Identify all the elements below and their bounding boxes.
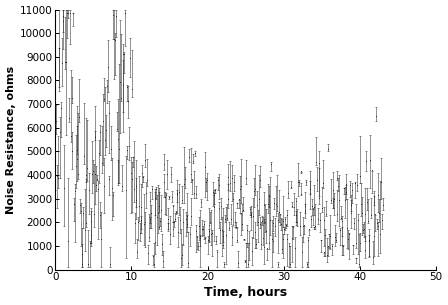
Y-axis label: Noise Resistance, ohms: Noise Resistance, ohms: [5, 66, 16, 214]
X-axis label: Time, hours: Time, hours: [204, 286, 287, 300]
